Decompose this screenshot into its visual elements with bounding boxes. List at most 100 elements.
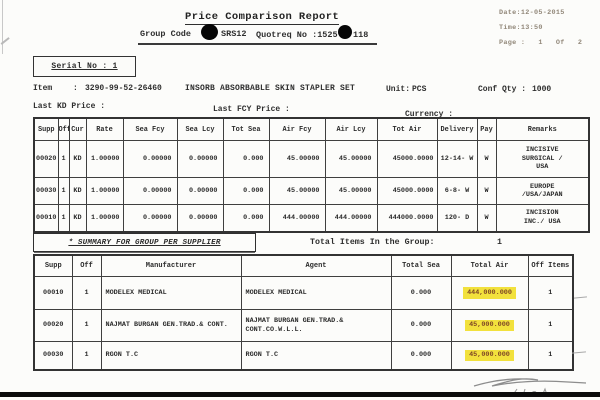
table-row: 00020 1 KD 1.00000 0.00000 0.00000 0.000… [33, 140, 590, 178]
summary-table: Supp Off Manufacturer Agent Total Sea To… [33, 254, 574, 371]
item-label: Item [33, 84, 53, 93]
cell-tot-air: 45000.0000 [376, 177, 438, 205]
col-off: Off [71, 254, 102, 277]
col-sea-lcy: Sea Lcy [176, 117, 224, 141]
scan-edge-line [2, 0, 3, 54]
cell-supp: 00030 [33, 177, 59, 205]
cell-supp: 00030 [33, 341, 73, 370]
cell-air-fcy: 45.00000 [268, 177, 326, 205]
cell-total-air: 45,000.000 [450, 341, 529, 370]
cell-off: 1 [71, 276, 102, 310]
group-code-value: SRS12 [221, 29, 247, 39]
col-total-air: Total Air [450, 254, 529, 277]
last-kd-price-label: Last KD Price : [33, 102, 106, 111]
cell-off: 1 [71, 309, 102, 342]
cell-rate: 1.00000 [85, 177, 124, 205]
highlighted-total-air: 444,000.000 [463, 287, 516, 299]
item-description: INSORB ABSORBABLE SKIN STAPLER SET [185, 84, 356, 93]
cell-agent: NAJMAT BURGAN GEN.TRAD.& CONT.CO.W.L.L. [240, 309, 392, 342]
cell-delivery: 120- D [436, 204, 478, 232]
cell-sea-lcy: 0.00000 [176, 204, 224, 232]
cell-off-items: 1 [527, 309, 574, 342]
cell-rate: 1.00000 [85, 204, 124, 232]
cell-cur: KD [68, 177, 87, 205]
cell-pay: W [476, 140, 497, 178]
conf-qty-label: Conf Qty : [478, 85, 527, 94]
cell-manufacturer: RGON T.C [100, 341, 242, 370]
cell-air-fcy: 45.00000 [268, 140, 326, 178]
highlighted-total-air: 45,000.000 [465, 319, 514, 332]
report-title: Price Comparison Report [185, 11, 340, 25]
unit-value: PCS [412, 85, 427, 94]
col-supp: Supp [33, 117, 59, 141]
cell-off: 1 [57, 177, 70, 205]
cell-cur: KD [68, 204, 87, 232]
cell-remarks: INCISION INC./ USA [495, 204, 590, 232]
cell-total-air: 45,000.000 [450, 309, 529, 342]
cell-sea-fcy: 0.00000 [122, 204, 178, 232]
col-supp: Supp [33, 254, 73, 277]
cell-sea-lcy: 0.00000 [176, 140, 224, 178]
cell-agent: MODELEX MEDICAL [240, 276, 392, 310]
cell-air-lcy: 444.00000 [324, 204, 378, 232]
currency-label: Currency : [405, 110, 454, 119]
col-remarks: Remarks [495, 117, 590, 141]
cell-supp: 00010 [33, 204, 59, 232]
item-colon: : [73, 84, 78, 93]
summary-title: * SUMMARY FOR GROUP PER SUPPLIER [68, 238, 221, 247]
cell-air-lcy: 45.00000 [324, 177, 378, 205]
redaction-dot [201, 24, 218, 40]
redaction-dot [338, 25, 352, 39]
serial-no-box: Serial No : 1 [33, 56, 136, 77]
price-table-header-row: Supp Off Cur Rate Sea Fcy Sea Lcy Tot Se… [33, 117, 590, 141]
cell-remarks: EUROPE /USA/JAPAN [495, 177, 590, 205]
quotreq-value: 118 [353, 30, 369, 40]
col-cur: Cur [68, 117, 87, 141]
col-off: Off [57, 117, 70, 141]
scan-mark [573, 296, 588, 299]
cell-total-sea: 0.000 [390, 276, 452, 310]
price-table: Supp Off Cur Rate Sea Fcy Sea Lcy Tot Se… [33, 117, 590, 233]
col-agent: Agent [240, 254, 392, 277]
col-total-sea: Total Sea [390, 254, 452, 277]
summary-header-row: Supp Off Manufacturer Agent Total Sea To… [33, 254, 574, 277]
serial-no-label: Serial No : 1 [51, 62, 118, 71]
header-underline [138, 43, 377, 45]
cell-manufacturer: NAJMAT BURGAN GEN.TRAD.& CONT. [100, 309, 242, 342]
unit-label: Unit: [386, 85, 411, 94]
cell-sea-lcy: 0.00000 [176, 177, 224, 205]
page-indicator: Page : 1 Of 2 [499, 39, 583, 47]
col-sea-fcy: Sea Fcy [122, 117, 178, 141]
cell-delivery: 6-8- W [436, 177, 478, 205]
highlighted-total-air: 45,000.000 [465, 349, 514, 361]
summary-title-box: * SUMMARY FOR GROUP PER SUPPLIER [33, 233, 256, 252]
cell-sea-fcy: 0.00000 [122, 140, 178, 178]
cell-tot-air: 444000.0000 [376, 204, 438, 232]
col-delivery: Delivery [436, 117, 478, 141]
total-items-value: 1 [497, 238, 502, 247]
cell-off-items: 1 [527, 276, 574, 310]
col-manufacturer: Manufacturer [100, 254, 242, 277]
table-row: 00010 1 MODELEX MEDICAL MODELEX MEDICAL … [33, 276, 574, 310]
cell-tot-sea: 0.000 [222, 204, 270, 232]
cell-total-air: 444,000.000 [450, 276, 529, 310]
cell-off: 1 [57, 140, 70, 178]
col-tot-sea: Tot Sea [222, 117, 270, 141]
cell-tot-sea: 0.000 [222, 140, 270, 178]
table-row: 00020 1 NAJMAT BURGAN GEN.TRAD.& CONT. N… [33, 309, 574, 342]
cell-supp: 00010 [33, 276, 73, 310]
group-code-label: Group Code [140, 29, 192, 39]
cell-air-lcy: 45.00000 [324, 140, 378, 178]
cell-supp: 00020 [33, 140, 59, 178]
conf-qty-value: 1000 [532, 85, 552, 94]
cell-agent: RGON T.C [240, 341, 392, 370]
cell-off-items: 1 [527, 341, 574, 370]
cell-cur: KD [68, 140, 87, 178]
scan-black-bar [0, 392, 600, 397]
col-air-lcy: Air Lcy [324, 117, 378, 141]
table-row: 00030 1 KD 1.00000 0.00000 0.00000 0.000… [33, 177, 590, 205]
cell-tot-air: 45000.0000 [376, 140, 438, 178]
time-text: Time:13:50 [499, 24, 543, 32]
cell-total-sea: 0.000 [390, 341, 452, 370]
